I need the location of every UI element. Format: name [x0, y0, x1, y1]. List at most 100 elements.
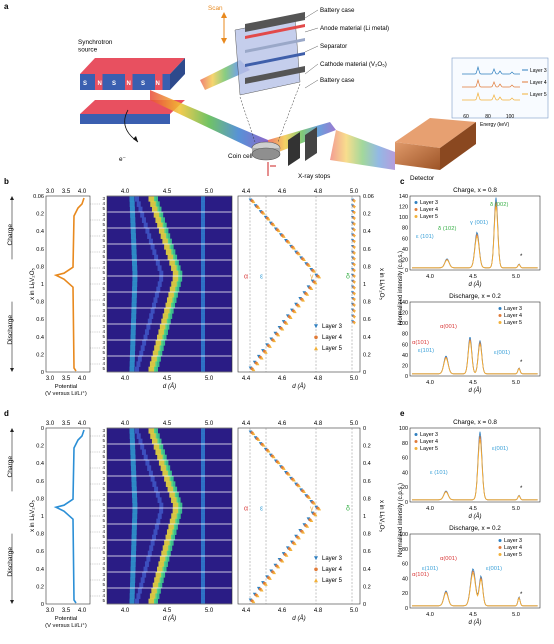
- fit-marker: [302, 257, 306, 262]
- layer-number: 3: [102, 556, 105, 561]
- fit-marker: [253, 204, 258, 208]
- heatmap-band: [139, 350, 144, 357]
- heatmap-band: [201, 329, 205, 335]
- heatmap-band: [201, 233, 205, 239]
- spectrum-title: Charge, x = 0.8: [453, 187, 497, 194]
- heatmap-band: [178, 502, 183, 509]
- charge-label: Charge: [7, 456, 14, 478]
- spectrum-legend-marker: [414, 215, 418, 218]
- heatmap-band: [148, 428, 156, 434]
- heatmap-band: [147, 465, 152, 471]
- heatmap-band: [146, 324, 151, 330]
- heatmap-band: [169, 286, 177, 293]
- layer-number: 3: [102, 588, 105, 593]
- heatmap-band: [169, 308, 174, 314]
- spectrum-x-tick: 5.0: [512, 274, 520, 280]
- potential-tick-bottom: 3.5: [62, 376, 71, 382]
- fit-marker-delta: [353, 281, 356, 285]
- spectrum-y-tick: 100: [399, 426, 408, 432]
- heatmap-band: [149, 593, 157, 599]
- heatmap-band: [167, 254, 175, 261]
- heatmap-band: [201, 588, 205, 594]
- fit-marker: [256, 586, 261, 591]
- layer-number: 4: [102, 529, 105, 534]
- heatmap-band: [131, 534, 137, 541]
- heatmap-band: [178, 270, 183, 277]
- xli-tick: 0.2: [36, 212, 44, 218]
- inset-xlabel: Energy (keV): [480, 122, 510, 128]
- cell-part-leader: [304, 79, 319, 89]
- potential-tick-top: 3.0: [46, 189, 55, 195]
- layer-number: 3: [102, 572, 105, 577]
- heatmap-band: [143, 454, 148, 461]
- heatmap-band: [201, 222, 205, 229]
- fit-marker: [268, 453, 273, 457]
- heatmap-band: [131, 545, 137, 551]
- heatmap-band: [154, 598, 158, 605]
- fit-marker: [307, 263, 311, 267]
- fit-marker: [280, 559, 285, 563]
- layer-number: 4: [102, 497, 105, 502]
- layer-number: 3: [102, 476, 105, 481]
- discharge-label: Discharge: [7, 547, 14, 577]
- layer-number: 5: [102, 334, 105, 339]
- fit-right-tick: 0: [363, 370, 366, 376]
- heatmap-band: [159, 345, 164, 351]
- layer-number: 5: [102, 238, 105, 243]
- fit-marker: [313, 280, 318, 285]
- heatmap-band: [166, 233, 171, 239]
- spectrum-y-tick: 20: [402, 485, 408, 491]
- fit-right-tick: 0.8: [363, 532, 371, 538]
- spectrum-legend-label: Layer 4: [504, 545, 522, 551]
- layer-number: 5: [102, 486, 105, 491]
- heatmap-band: [139, 582, 144, 589]
- fit-marker: [268, 344, 272, 348]
- heatmap-band: [140, 577, 145, 583]
- fit-marker: [281, 320, 286, 324]
- fit-marker: [276, 333, 281, 337]
- fit-marker: [258, 442, 263, 446]
- heatmap-band: [130, 222, 136, 229]
- spectrum-y-tick: 60: [402, 236, 408, 242]
- layer-number: 3: [102, 444, 105, 449]
- inset-legend-label: Layer 4: [530, 80, 547, 86]
- fit-marker-delta: [353, 217, 356, 221]
- layer-number: 4: [102, 233, 105, 238]
- fit-tick-bottom: 5.0: [350, 376, 359, 382]
- heatmap-band: [162, 470, 170, 477]
- panel-a-schematic: a S N S N S N Synchrotron source e⁻: [4, 2, 549, 182]
- heatmap-band: [150, 476, 155, 482]
- fit-marker: [268, 221, 273, 225]
- heatmap-band: [143, 334, 148, 341]
- fit-marker: [309, 500, 313, 504]
- scan-label: Scan: [208, 5, 223, 12]
- fit-right-tick: 0: [363, 602, 366, 608]
- fit-marker: [248, 430, 253, 434]
- heatmap-band: [150, 244, 155, 250]
- heatmap-band: [140, 444, 145, 450]
- layer-number: 5: [102, 254, 105, 259]
- heatmap-band: [160, 465, 168, 471]
- heatmap-band: [169, 518, 177, 525]
- cell-part-leader: [304, 63, 319, 75]
- heatmap-band: [172, 297, 177, 303]
- heatmap-band: [159, 508, 164, 514]
- layer-number: 5: [102, 270, 105, 275]
- heatmap-band: [171, 302, 176, 309]
- heatmap-band: [131, 529, 137, 535]
- peak-label: ε(001): [492, 446, 508, 452]
- fit-marker: [317, 275, 322, 279]
- spectrum-xlabel: d (Å): [468, 387, 481, 394]
- heatmap-band: [160, 233, 168, 239]
- spectrum-legend-label: Layer 5: [504, 552, 522, 558]
- magnet-stripe: [80, 74, 88, 90]
- heatmap-band: [153, 529, 158, 535]
- fit-marker: [251, 367, 256, 372]
- spectrum-xlabel: d (Å): [468, 619, 481, 626]
- heatmap-band: [201, 513, 205, 519]
- heatmap-band: [201, 254, 205, 261]
- layer-number: 3: [102, 324, 105, 329]
- heatmap-band: [201, 508, 205, 514]
- fit-marker: [288, 547, 293, 551]
- heatmap-band: [171, 513, 179, 519]
